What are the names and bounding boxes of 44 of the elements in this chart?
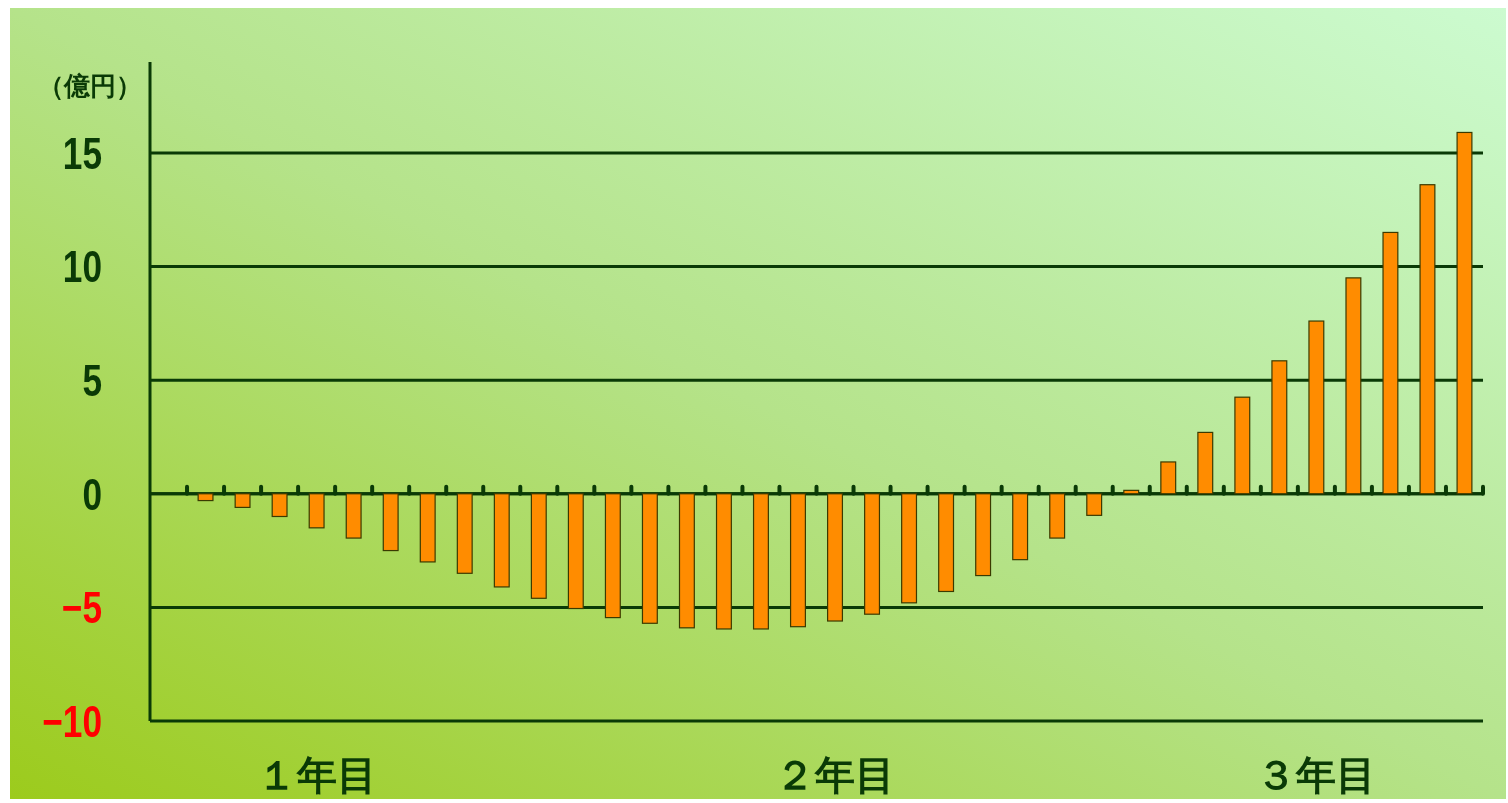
bar — [715, 493, 732, 630]
bar — [752, 493, 769, 630]
y-tick-label: 15 — [62, 128, 102, 178]
y-tick-label: −5 — [61, 583, 102, 633]
bar — [1049, 493, 1066, 539]
y-tick-label: 10 — [62, 242, 102, 292]
bar — [678, 493, 695, 629]
y-axis-title: （億円） — [38, 71, 142, 102]
bar — [864, 493, 881, 615]
bar — [975, 493, 992, 577]
x-tick-label: １年目 — [256, 752, 377, 799]
bar — [641, 493, 658, 624]
bar — [1197, 431, 1214, 495]
bar — [382, 493, 399, 552]
bar — [419, 493, 436, 563]
y-tick-label: 5 — [82, 356, 102, 405]
bar — [789, 493, 806, 628]
bar — [901, 493, 918, 604]
bar — [827, 493, 844, 622]
bar — [938, 493, 955, 593]
bar — [1234, 396, 1251, 495]
bar — [308, 493, 325, 529]
bar — [530, 493, 547, 599]
bar — [456, 493, 473, 574]
bar — [345, 493, 362, 539]
bar — [197, 493, 214, 502]
bar — [567, 493, 584, 610]
bar — [493, 493, 510, 588]
bar — [1456, 131, 1473, 495]
bar — [1271, 360, 1288, 495]
x-tick-label: ２年目 — [775, 752, 896, 799]
y-tick-label: −10 — [42, 697, 102, 746]
x-tick-label: ３年目 — [1256, 752, 1377, 799]
bar — [271, 493, 288, 518]
bar — [1086, 493, 1103, 516]
y-tick-label: 0 — [82, 469, 102, 519]
bar — [234, 493, 251, 508]
bar — [1012, 493, 1029, 561]
bar — [1345, 277, 1362, 495]
bar — [1160, 461, 1177, 495]
bar — [1308, 320, 1325, 495]
bar — [1419, 184, 1436, 495]
bar — [604, 493, 621, 619]
bar — [1382, 231, 1399, 495]
